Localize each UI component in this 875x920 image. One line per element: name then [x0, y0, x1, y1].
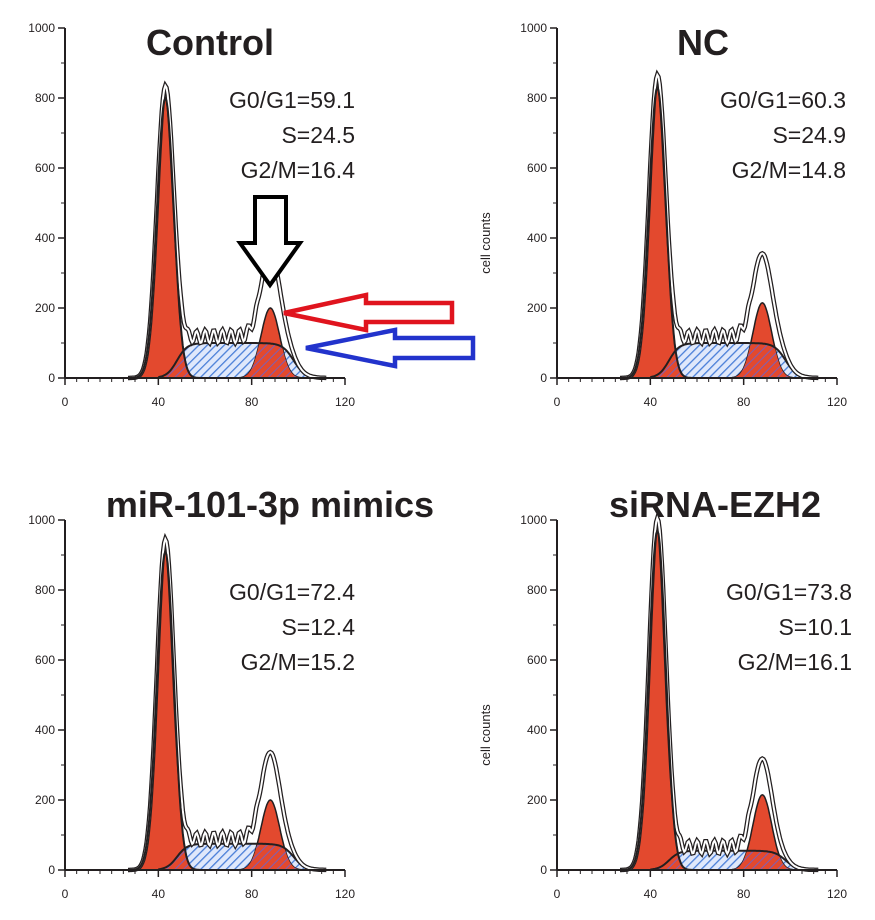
x-tick-label: 80	[245, 395, 259, 409]
phase-percentage: G2/M=16.4	[241, 157, 356, 183]
phase-percentage: G2/M=14.8	[732, 157, 846, 183]
s-phase-overlap	[650, 351, 693, 378]
y-tick-label: 800	[35, 91, 55, 105]
x-tick-label: 120	[335, 395, 355, 409]
y-tick-label: 400	[35, 723, 55, 737]
chart-title: miR-101-3p mimics	[106, 484, 434, 525]
x-tick-label: 40	[644, 395, 658, 409]
y-tick-label: 0	[540, 371, 547, 385]
x-tick-label: 80	[737, 887, 751, 901]
y-tick-label: 800	[527, 583, 547, 597]
y-tick-label: 200	[35, 793, 55, 807]
x-tick-label: 120	[827, 887, 847, 901]
y-tick-label: 0	[48, 371, 55, 385]
x-tick-label: 120	[827, 395, 847, 409]
x-tick-label: 80	[737, 395, 751, 409]
chart-title: Control	[146, 22, 274, 63]
y-tick-label: 600	[527, 653, 547, 667]
y-tick-label: 400	[527, 723, 547, 737]
phase-percentage: G0/G1=60.3	[720, 87, 846, 113]
x-tick-label: 0	[62, 887, 69, 901]
y-axis-label: cell counts	[478, 704, 493, 766]
x-tick-label: 0	[554, 887, 561, 901]
y-tick-label: 1000	[28, 21, 55, 35]
phase-percentage: G0/G1=73.8	[726, 579, 852, 605]
y-tick-label: 800	[35, 583, 55, 597]
y-tick-label: 1000	[28, 513, 55, 527]
y-tick-label: 1000	[520, 21, 547, 35]
y-tick-label: 1000	[520, 513, 547, 527]
g0-g1-peak	[129, 549, 202, 871]
y-tick-label: 400	[527, 231, 547, 245]
g0-g1-curve	[622, 84, 693, 379]
s-phase-overlap	[729, 343, 798, 378]
x-tick-label: 40	[644, 887, 658, 901]
x-tick-label: 0	[554, 395, 561, 409]
chart-panel: 0 200 400 600 800 1000 0 40 80 120 Control G0/G1=59…	[28, 21, 476, 409]
chart-title: NC	[677, 22, 729, 63]
chart-panel: 0 200 400 600 800 1000 0 40 80 120 miR-101-3p mimi…	[28, 484, 434, 901]
g0-g1-curve	[130, 95, 201, 379]
g0-g1-curve	[130, 548, 201, 871]
phase-percentage: G2/M=15.2	[241, 649, 355, 675]
x-tick-label: 120	[335, 887, 355, 901]
x-tick-label: 40	[152, 887, 166, 901]
phase-percentage: S=24.5	[281, 122, 355, 148]
phase-percentage: G0/G1=59.1	[229, 87, 355, 113]
phase-percentage: G2/M=16.1	[738, 649, 852, 675]
y-axis-label: cell counts	[478, 212, 493, 274]
red-arrow	[283, 292, 455, 333]
x-tick-label: 40	[152, 395, 166, 409]
y-tick-label: 200	[527, 793, 547, 807]
s-phase-overlap	[158, 849, 201, 870]
chart-title: siRNA-EZH2	[609, 484, 821, 525]
chart-panel: 0 200 400 600 800 1000 0 40 80 120 cell counts NC G0…	[478, 21, 847, 409]
phase-percentage: S=10.1	[778, 614, 852, 640]
y-tick-label: 600	[527, 161, 547, 175]
s-phase-overlap	[158, 351, 201, 378]
g0-g1-peak	[621, 528, 694, 871]
y-tick-label: 800	[527, 91, 547, 105]
y-tick-label: 200	[35, 301, 55, 315]
chart-panel: 0 200 400 600 800 1000 0 40 80 120 cell counts siRN…	[478, 484, 852, 901]
blue-arrow	[305, 327, 476, 369]
s-phase-overlap	[729, 850, 798, 870]
x-tick-label: 80	[245, 887, 259, 901]
s-phase-overlap	[237, 343, 306, 378]
y-tick-label: 0	[540, 863, 547, 877]
x-tick-label: 0	[62, 395, 69, 409]
phase-percentage: G0/G1=72.4	[229, 579, 355, 605]
s-phase-overlap	[237, 843, 306, 870]
y-tick-label: 600	[35, 653, 55, 667]
g2-m-peak	[236, 799, 307, 871]
g0-g1-curve	[622, 527, 693, 871]
phase-percentage: S=12.4	[281, 614, 355, 640]
black-arrow	[236, 195, 304, 289]
y-tick-label: 0	[48, 863, 55, 877]
phase-percentage: S=24.9	[772, 122, 846, 148]
y-tick-label: 200	[527, 301, 547, 315]
y-tick-label: 600	[35, 161, 55, 175]
y-tick-label: 400	[35, 231, 55, 245]
